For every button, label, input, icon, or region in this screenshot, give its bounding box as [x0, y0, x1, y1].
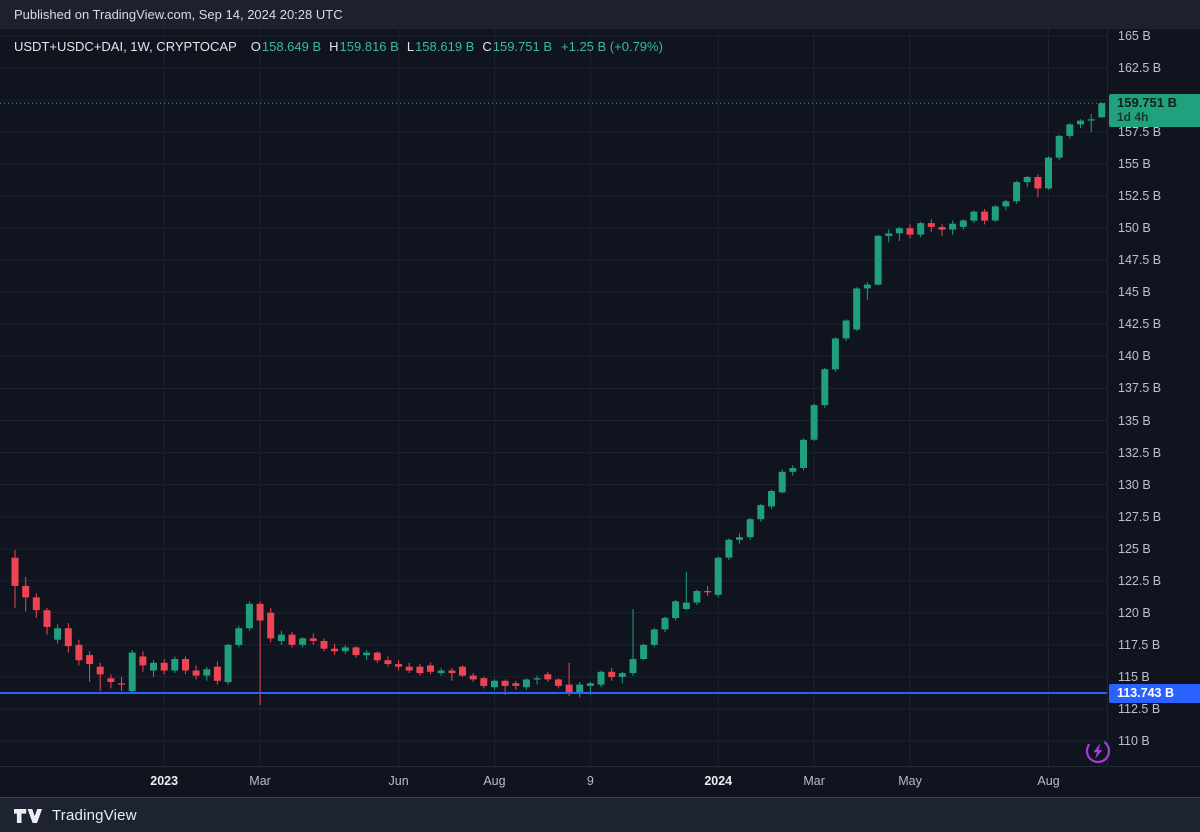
boost-flash-icon[interactable]	[1084, 737, 1112, 765]
price-scale[interactable]: 159.751 B 1d 4h 113.743 B 165 B 162.5 B 15…	[1107, 28, 1200, 766]
last-price-badge: 159.751 B 1d 4h	[1109, 94, 1200, 128]
publish-info-bar: Published on TradingView.com, Sep 14, 20…	[0, 0, 1200, 29]
brand-name: TradingView	[52, 807, 137, 824]
price-tick-label: 120 B	[1118, 605, 1151, 620]
price-tick-label: 137.5 B	[1118, 381, 1162, 396]
ohlc-low-value: 158.619 B	[415, 39, 475, 54]
price-tick-label: 122.5 B	[1118, 573, 1162, 588]
footer-bar: TradingView	[0, 797, 1200, 832]
price-tick-label: 115 B	[1118, 669, 1150, 684]
time-scale[interactable]: 2023 Mar Jun Aug 9 2024 Mar May Aug	[0, 766, 1200, 798]
ohlc-open-label: O	[250, 39, 261, 54]
time-tick-label: Aug	[483, 774, 506, 788]
bar-countdown: 1d 4h	[1117, 110, 1149, 125]
price-tick-label: 165 B	[1118, 28, 1151, 43]
price-tick-label: 155 B	[1118, 157, 1151, 172]
price-tick-label: 127.5 B	[1118, 509, 1162, 524]
time-tick-label: 2023	[150, 774, 179, 788]
level-price-value: 113.743 B	[1117, 685, 1174, 700]
time-tick-label: May	[898, 774, 922, 788]
price-tick-label: 135 B	[1118, 413, 1151, 428]
publish-info-text: Published on TradingView.com, Sep 14, 20…	[14, 7, 343, 22]
chart-legend: USDT+USDC+DAI, 1W, CRYPTOCAP O158.649 B H1…	[14, 39, 663, 54]
last-price-value: 159.751 B	[1117, 95, 1177, 111]
price-tick-label: 125 B	[1118, 541, 1151, 556]
price-tick-label: 150 B	[1118, 221, 1151, 236]
time-tick-label: Aug	[1037, 774, 1060, 788]
level-price-badge: 113.743 B	[1109, 683, 1200, 703]
price-tick-label: 130 B	[1118, 477, 1151, 492]
symbol-title[interactable]: USDT+USDC+DAI, 1W, CRYPTOCAP	[14, 39, 237, 54]
time-tick-label: 2024	[704, 774, 733, 788]
price-tick-label: 110 B	[1118, 734, 1150, 748]
price-tick-label: 132.5 B	[1118, 445, 1162, 460]
price-tick-label: 117.5 B	[1118, 637, 1161, 652]
time-tick-label: Mar	[249, 774, 271, 788]
price-tick-label: 140 B	[1118, 349, 1151, 364]
change-value: +1.25 B (+0.79%)	[561, 39, 663, 54]
price-tick-label: 152.5 B	[1118, 189, 1162, 204]
time-tick-label: 9	[586, 774, 594, 788]
time-tick-label: Mar	[803, 774, 825, 788]
ohlc-open-value: 158.649 B	[261, 39, 322, 54]
price-tick-label: 157.5 B	[1118, 125, 1162, 140]
price-tick-label: 112.5 B	[1118, 701, 1161, 716]
time-tick-label: Jun	[388, 774, 409, 788]
price-tick-label: 162.5 B	[1118, 60, 1162, 75]
ohlc-high-value: 159.816 B	[339, 39, 399, 54]
ohlc-high-label: H	[329, 39, 339, 54]
price-tick-label: 145 B	[1118, 285, 1151, 300]
ohlc-close-label: C	[482, 39, 492, 54]
ohlc-close-value: 159.751 B	[492, 39, 553, 54]
price-tick-label: 142.5 B	[1118, 317, 1162, 332]
ohlc-low-label: L	[406, 39, 415, 54]
tradingview-logo-icon[interactable]	[13, 808, 43, 824]
price-tick-label: 147.5 B	[1118, 253, 1162, 268]
